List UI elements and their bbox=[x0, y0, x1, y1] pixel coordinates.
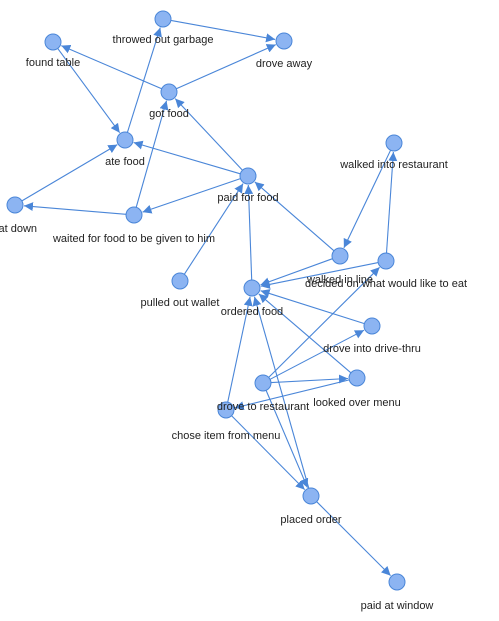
edge-placed_order-to-paid_at_window bbox=[316, 501, 391, 576]
node-waited_for_food[interactable] bbox=[125, 206, 143, 224]
edge-drove_to_restaurant-to-decided bbox=[268, 266, 380, 378]
edge-walked_into_restaurant-to-walked_in_line bbox=[343, 149, 392, 249]
node-pulled_out_wallet[interactable] bbox=[171, 272, 189, 290]
node-ordered_food[interactable] bbox=[243, 279, 261, 297]
node-found_table[interactable] bbox=[44, 33, 62, 51]
node-got_food[interactable] bbox=[160, 83, 178, 101]
node-decided[interactable] bbox=[377, 252, 395, 270]
node-paid_for_food[interactable] bbox=[239, 167, 257, 185]
edge-drove_to_restaurant-to-looked_over_menu bbox=[270, 374, 349, 384]
edge-paid_for_food-to-waited_for_food bbox=[142, 178, 241, 214]
edge-placed_order-to-ordered_food bbox=[252, 296, 310, 489]
node-label-ordered_food: ordered food bbox=[221, 306, 283, 318]
node-layer bbox=[6, 10, 406, 591]
edge-sat_down-to-ate_food bbox=[21, 144, 118, 202]
node-label-found_table: found table bbox=[26, 57, 80, 69]
node-drove_to_restaurant[interactable] bbox=[254, 374, 272, 392]
edge-walked_in_line-to-ordered_food bbox=[260, 258, 333, 287]
node-label-drove_into_drive_thru: drove into drive-thru bbox=[323, 343, 421, 355]
edge-decided-to-ordered_food bbox=[260, 262, 379, 289]
edge-waited_for_food-to-got_food bbox=[135, 100, 169, 208]
edge-throwed_out_garbage-to-drove_away bbox=[170, 19, 276, 43]
edge-paid_for_food-to-ate_food bbox=[133, 140, 241, 175]
edge-paid_for_food-to-got_food bbox=[174, 98, 243, 171]
edge-layer bbox=[21, 19, 398, 576]
node-throwed_out_garbage[interactable] bbox=[154, 10, 172, 28]
node-label-decided: decided on what would like to eat bbox=[305, 278, 467, 290]
node-drove_into_drive_thru[interactable] bbox=[363, 317, 381, 335]
node-label-got_food: got food bbox=[149, 108, 189, 120]
node-label-walked_into_restaurant: walked into restaurant bbox=[339, 159, 448, 171]
node-label-throwed_out_garbage: throwed out garbage bbox=[113, 34, 214, 46]
node-paid_at_window[interactable] bbox=[388, 573, 406, 591]
node-drove_away[interactable] bbox=[275, 32, 293, 50]
edge-looked_over_menu-to-chose_item_from_menu bbox=[234, 379, 350, 411]
node-label-chose_item_from_menu: chose item from menu bbox=[172, 430, 281, 442]
edge-got_food-to-found_table bbox=[61, 45, 162, 90]
edge-found_table-to-ate_food bbox=[57, 48, 121, 134]
edge-drove_into_drive_thru-to-ordered_food bbox=[260, 289, 365, 325]
node-label-looked_over_menu: looked over menu bbox=[313, 397, 400, 409]
node-label-placed_order: placed order bbox=[280, 514, 341, 526]
edge-looked_over_menu-to-ordered_food bbox=[258, 293, 352, 374]
edge-walked_in_line-to-paid_for_food bbox=[254, 181, 335, 252]
node-sat_down[interactable] bbox=[6, 196, 24, 214]
node-label-drove_to_restaurant: drove to restaurant bbox=[217, 401, 309, 413]
node-ate_food[interactable] bbox=[116, 131, 134, 149]
node-looked_over_menu[interactable] bbox=[348, 369, 366, 387]
node-placed_order[interactable] bbox=[302, 487, 320, 505]
node-label-paid_at_window: paid at window bbox=[361, 600, 434, 612]
node-label-waited_for_food: waited for food to be given to him bbox=[52, 233, 215, 245]
edge-ate_food-to-throwed_out_garbage bbox=[126, 27, 162, 133]
node-label-sat_down: sat down bbox=[0, 223, 37, 235]
edge-chose_item_from_menu-to-ordered_food bbox=[227, 296, 253, 403]
edge-got_food-to-drove_away bbox=[176, 44, 277, 90]
node-label-pulled_out_wallet: pulled out wallet bbox=[141, 297, 220, 309]
node-chose_item_from_menu[interactable] bbox=[217, 401, 235, 419]
label-layer: throwed out garbage found table drove away… bbox=[0, 34, 467, 612]
edge-pulled_out_wallet-to-paid_for_food bbox=[183, 183, 244, 275]
edge-ordered_food-to-paid_for_food bbox=[244, 184, 254, 281]
node-label-walked_in_line: walked in line bbox=[306, 274, 373, 286]
node-label-ate_food: ate food bbox=[105, 156, 145, 168]
node-label-drove_away: drove away bbox=[256, 58, 313, 70]
node-walked_in_line[interactable] bbox=[331, 247, 349, 265]
edge-drove_to_restaurant-to-placed_order bbox=[265, 390, 309, 488]
edge-drove_to_restaurant-to-drove_into_drive_thru bbox=[269, 329, 365, 380]
node-walked_into_restaurant[interactable] bbox=[385, 134, 403, 152]
edge-decided-to-walked_into_restaurant bbox=[385, 151, 398, 254]
edge-chose_item_from_menu-to-placed_order bbox=[231, 415, 306, 490]
node-label-paid_for_food: paid for food bbox=[217, 192, 278, 204]
edge-waited_for_food-to-sat_down bbox=[23, 202, 127, 215]
